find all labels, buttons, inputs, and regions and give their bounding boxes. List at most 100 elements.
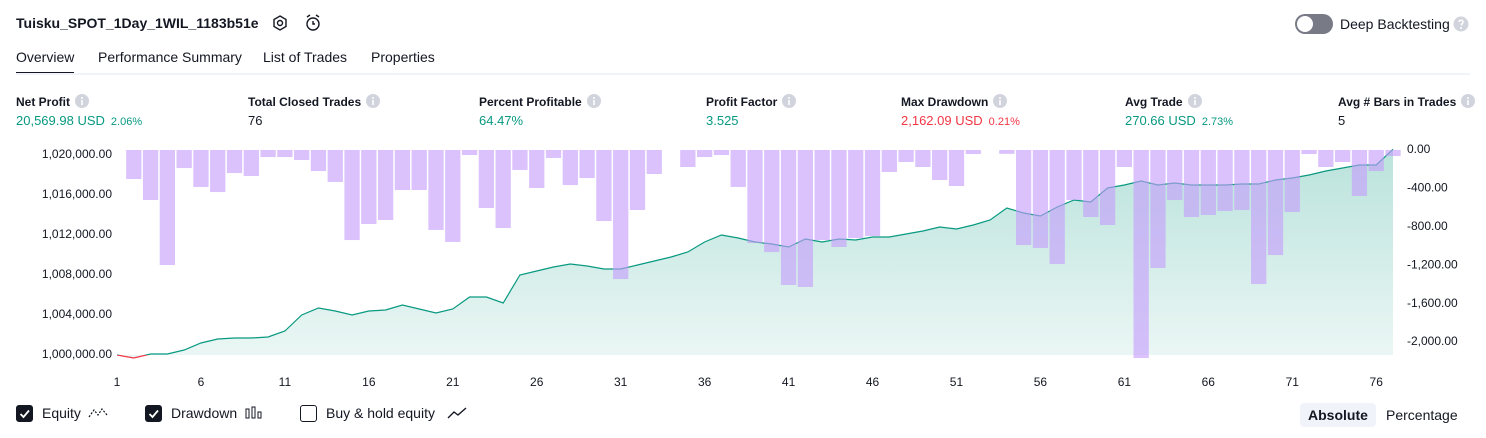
mode-button[interactable]: Percentage — [1386, 407, 1458, 423]
drawdown-bar — [613, 150, 629, 280]
alert-icon[interactable] — [306, 14, 320, 31]
x-tick-label: 21 — [446, 375, 460, 389]
drawdown-bar — [142, 150, 159, 201]
strategy-name: Tuisku_SPOT_1Day_1WIL_1183b51e — [16, 15, 259, 31]
metric-label: Avg # Bars in Trades — [1338, 94, 1476, 109]
drawdown-bar — [1066, 150, 1082, 201]
info-icon[interactable] — [366, 94, 381, 108]
drawdown-bar — [1083, 150, 1099, 218]
metric-label: Max Drawdown — [901, 94, 1008, 109]
y-tick-label: 1,008,000.00 — [42, 267, 112, 281]
metric-percent: 0.21% — [988, 116, 1020, 128]
drawdown-bar — [780, 150, 797, 285]
info-icon[interactable] — [993, 94, 1008, 108]
metric-value: 20,569.98 USD — [16, 113, 105, 128]
metric-value-row: 64.47% — [479, 113, 523, 128]
checkbox-label[interactable]: Drawdown — [171, 405, 238, 421]
checkbox[interactable] — [300, 405, 317, 422]
tab[interactable]: Properties — [371, 49, 435, 65]
drawdown-bar — [747, 150, 763, 244]
x-tick-label: 71 — [1286, 375, 1300, 389]
checkbox[interactable] — [145, 405, 162, 422]
y2-tick-label: -400.00 — [1407, 181, 1448, 195]
drawdown-bar — [797, 150, 814, 287]
drawdown-bar — [1200, 150, 1216, 215]
check-mark — [148, 409, 159, 419]
drawdown-bar — [1116, 150, 1133, 167]
drawdown-bar — [512, 150, 528, 170]
y-tick-label: 1,004,000.00 — [42, 307, 112, 321]
legend-icon — [88, 407, 108, 418]
metric-label-text: Profit Factor — [706, 95, 778, 109]
metric-label-text: Net Profit — [16, 95, 70, 109]
drawdown-bar — [848, 150, 864, 239]
drawdown-bar — [394, 150, 411, 191]
metric-label-text: Total Closed Trades — [248, 95, 362, 109]
metric-label-text: Avg Trade — [1125, 95, 1183, 109]
y-tick-label: 1,020,000.00 — [42, 147, 112, 161]
drawdown-bar — [629, 150, 646, 210]
metric-value: 64.47% — [479, 113, 524, 128]
drawdown-bar — [294, 150, 310, 160]
tab[interactable]: List of Trades — [263, 49, 348, 65]
metric-label: Avg Trade — [1125, 94, 1202, 109]
metric-label: Profit Factor — [706, 94, 797, 109]
drawdown-bar — [1015, 150, 1032, 246]
info-icon[interactable] — [782, 94, 797, 108]
metric-value: 3.525 — [706, 113, 739, 128]
drawdown-bar — [159, 150, 176, 266]
drawdown-bar — [428, 150, 444, 230]
drawdown-bar — [1385, 150, 1401, 157]
tab[interactable]: Overview — [16, 49, 75, 75]
drawdown-bar — [226, 150, 243, 174]
drawdown-bar — [831, 150, 847, 247]
drawdown-bar — [1049, 150, 1065, 265]
legend-icon — [447, 407, 467, 419]
drawdown-bar — [948, 150, 965, 186]
settings-icon[interactable] — [273, 15, 287, 31]
x-tick-label: 61 — [1118, 375, 1132, 389]
info-icon[interactable] — [1187, 94, 1202, 108]
drawdown-bar — [277, 150, 293, 158]
drawdown-bar — [696, 150, 713, 158]
metric-label-text: Max Drawdown — [901, 95, 989, 109]
tab[interactable]: Performance Summary — [98, 49, 242, 65]
drawdown-bar — [562, 150, 578, 186]
metric-value-row: 3.525 — [706, 113, 739, 128]
x-tick-label: 16 — [362, 375, 376, 389]
x-tick-label: 26 — [530, 375, 544, 389]
drawdown-bar — [713, 150, 730, 155]
drawdown-bar — [1234, 150, 1250, 210]
drawdown-bar — [1099, 150, 1116, 225]
x-tick-label: 1 — [114, 375, 121, 389]
mode-button[interactable]: Absolute — [1300, 403, 1376, 427]
drawdown-bar — [965, 150, 981, 155]
drawdown-bar — [1032, 150, 1049, 249]
x-tick-label: 51 — [950, 375, 964, 389]
drawdown-bar — [881, 150, 897, 172]
drawdown-bar — [898, 150, 914, 162]
info-icon[interactable] — [75, 94, 89, 108]
drawdown-bar — [864, 150, 881, 237]
drawdown-bar — [1183, 150, 1200, 218]
checkbox[interactable] — [16, 405, 33, 422]
metric-value-row: 76 — [248, 113, 262, 128]
y2-tick-label: 0.00 — [1407, 142, 1431, 156]
y2-tick-label: -800.00 — [1407, 219, 1448, 233]
drawdown-bar — [445, 150, 461, 242]
checkbox-label[interactable]: Buy & hold equity — [326, 405, 435, 421]
drawdown-bar — [730, 150, 746, 187]
help-icon[interactable] — [1453, 16, 1469, 32]
info-icon[interactable] — [1461, 94, 1476, 108]
drawdown-bar — [260, 150, 276, 158]
drawdown-bar — [529, 150, 545, 189]
checkbox-label[interactable]: Equity — [42, 405, 81, 421]
deep-backtesting-toggle[interactable] — [1295, 14, 1333, 34]
x-tick-label: 76 — [1370, 375, 1384, 389]
info-icon[interactable] — [586, 94, 601, 108]
drawdown-bar — [495, 150, 511, 229]
metric-label-text: Avg # Bars in Trades — [1338, 95, 1457, 109]
metric-value: 270.66 USD — [1125, 113, 1196, 128]
